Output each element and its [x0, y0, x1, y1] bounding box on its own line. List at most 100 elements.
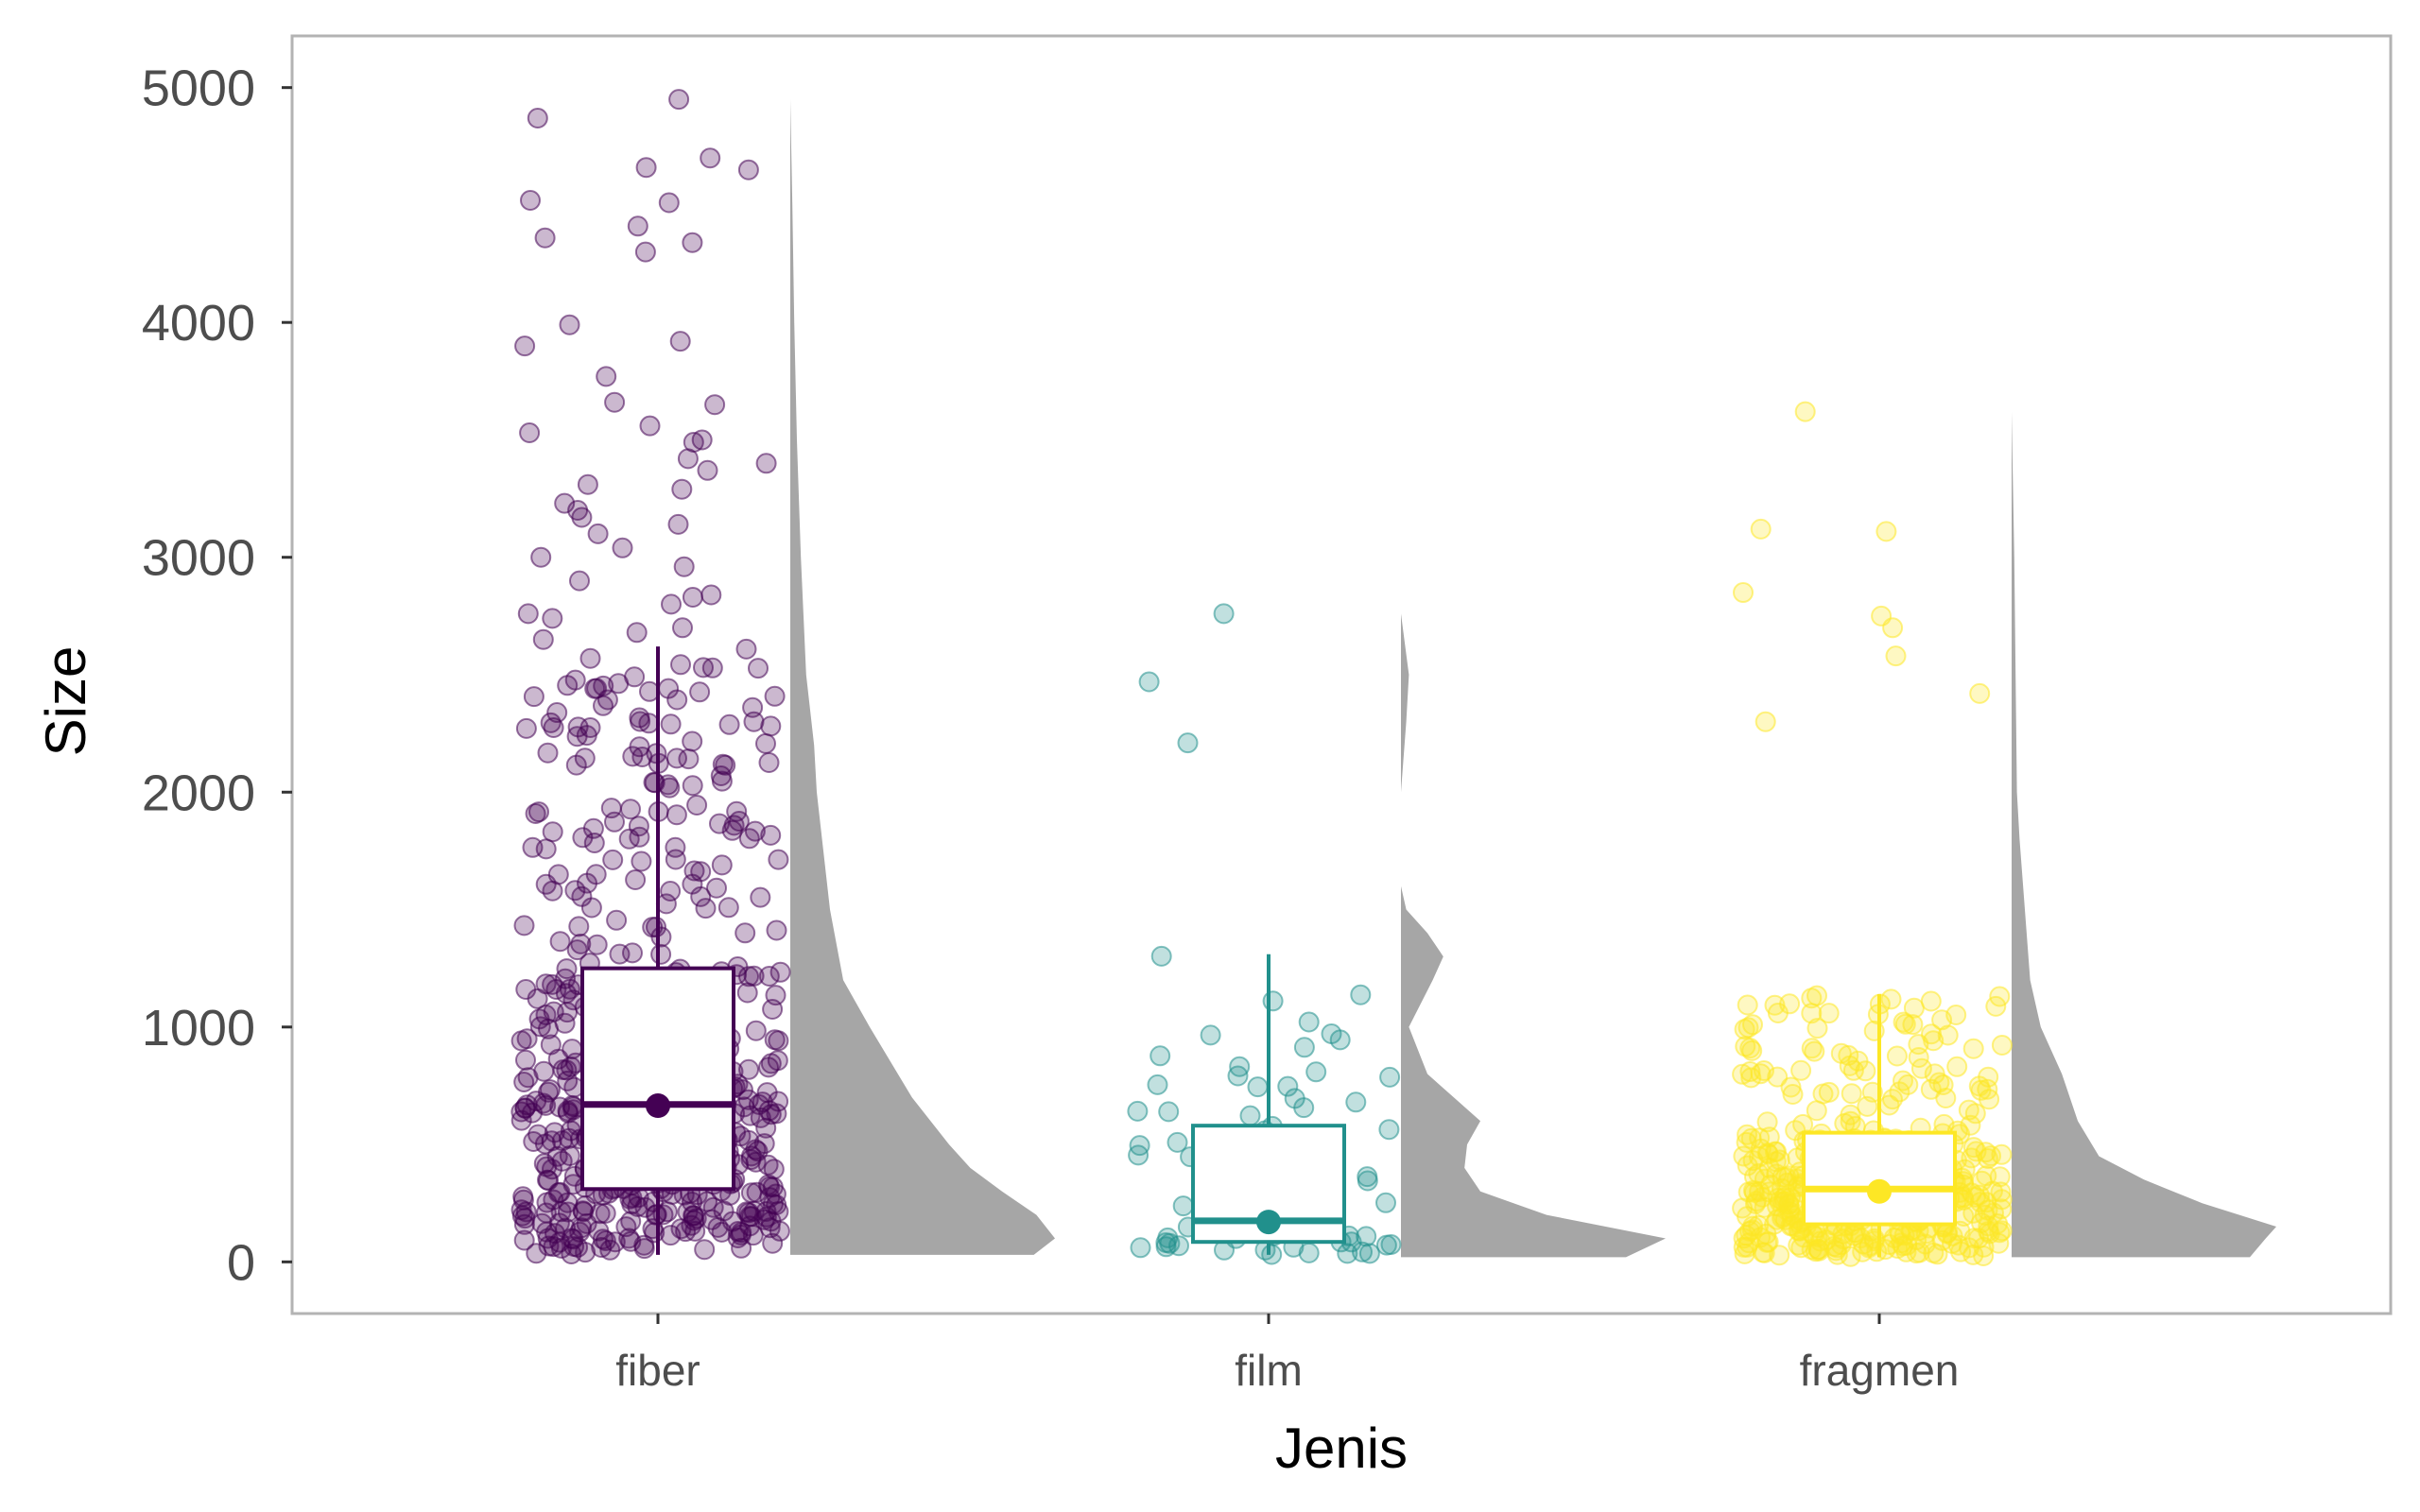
y-axis-title: Size: [34, 646, 97, 757]
data-point: [650, 943, 672, 965]
mean-point: [1256, 1210, 1281, 1235]
data-point: [753, 1133, 775, 1155]
data-point: [560, 1056, 581, 1077]
outlier-point: [682, 232, 703, 253]
data-point: [1734, 1019, 1755, 1040]
data-point: [595, 1230, 616, 1251]
data-point: [1239, 1105, 1261, 1126]
outlier-point: [697, 459, 718, 481]
outlier-point: [677, 448, 699, 470]
data-point: [1780, 1076, 1802, 1098]
data-point: [1989, 1166, 2011, 1188]
data-point: [711, 1221, 733, 1243]
x-tick-label-fragmen: fragmen: [1800, 1346, 1960, 1395]
data-point: [1262, 990, 1284, 1012]
data-point: [1357, 1170, 1378, 1192]
data-point: [1818, 1003, 1840, 1024]
data-point: [1961, 1147, 1982, 1169]
outlier-point: [658, 192, 680, 214]
data-point: [600, 798, 622, 819]
x-tick-label-fiber: fiber: [615, 1346, 700, 1395]
y-tick-label: 2000: [142, 765, 255, 821]
data-point: [1732, 1063, 1754, 1085]
data-point: [1749, 1127, 1771, 1149]
data-point: [1790, 1059, 1812, 1081]
data-point: [760, 824, 782, 846]
outlier-point: [534, 227, 556, 249]
data-point: [1172, 1195, 1194, 1217]
outlier-point: [1733, 582, 1754, 603]
data-point: [735, 922, 756, 944]
data-point: [670, 654, 691, 676]
data-point: [1991, 1035, 2013, 1056]
data-point: [525, 803, 546, 824]
outlier-point: [627, 215, 648, 237]
data-point: [625, 869, 647, 890]
data-point: [682, 775, 703, 797]
data-point: [574, 747, 596, 769]
data-point: [546, 1145, 568, 1167]
data-point: [580, 897, 602, 919]
data-point: [752, 1091, 773, 1113]
data-point: [1891, 1232, 1912, 1254]
data-point: [1378, 1119, 1400, 1141]
data-point: [750, 886, 771, 908]
data-point: [1953, 1206, 1975, 1227]
data-point: [666, 689, 688, 711]
data-point: [711, 854, 733, 876]
data-point: [764, 685, 786, 707]
outlier-point: [737, 159, 759, 180]
outlier-point: [596, 366, 617, 387]
data-point: [1737, 1124, 1758, 1145]
outlier-point: [661, 593, 682, 615]
data-point: [544, 1122, 565, 1143]
data-point: [1847, 1050, 1869, 1072]
outlier-point: [1885, 645, 1907, 667]
data-point: [755, 1206, 777, 1228]
data-point: [721, 819, 743, 841]
data-point: [760, 715, 782, 737]
outlier-point: [532, 628, 554, 650]
group-fiber: [510, 89, 1055, 1264]
data-point: [523, 686, 544, 708]
data-point: [768, 849, 789, 870]
data-point: [568, 916, 590, 937]
data-point: [576, 725, 597, 747]
data-point: [732, 1079, 753, 1101]
data-point: [766, 1103, 787, 1125]
data-point: [554, 1012, 576, 1034]
data-point: [535, 973, 557, 995]
data-point: [1804, 1040, 1825, 1062]
outlier-point: [527, 108, 548, 129]
data-point: [690, 885, 712, 907]
data-point: [693, 657, 714, 679]
outlier-point: [667, 513, 689, 535]
outlier-point: [635, 157, 657, 179]
data-point: [608, 673, 630, 695]
data-point: [764, 1029, 786, 1051]
data-point: [523, 1131, 544, 1152]
data-point: [736, 982, 758, 1004]
mean-point: [646, 1093, 670, 1119]
data-point: [727, 1221, 749, 1242]
mean-point: [1867, 1178, 1892, 1204]
y-axis: 0 1000 2000 3000 4000 5000: [142, 60, 292, 1291]
data-point: [620, 1230, 642, 1252]
box-iqr: [1802, 1130, 1957, 1227]
data-point: [546, 702, 568, 723]
data-point: [738, 1058, 759, 1080]
data-point: [1990, 1181, 2012, 1203]
data-point: [1158, 1101, 1180, 1123]
data-point: [1127, 1100, 1149, 1122]
data-point: [1277, 1075, 1299, 1097]
outlier-point: [1969, 682, 1991, 704]
data-point: [660, 713, 682, 735]
data-point: [1227, 1065, 1249, 1087]
x-axis-title: Jenis: [1275, 1417, 1408, 1480]
y-tick-label: 4000: [142, 295, 255, 352]
data-point: [689, 681, 711, 703]
data-point: [529, 1016, 551, 1038]
data-point: [766, 919, 787, 941]
data-point: [593, 675, 614, 696]
